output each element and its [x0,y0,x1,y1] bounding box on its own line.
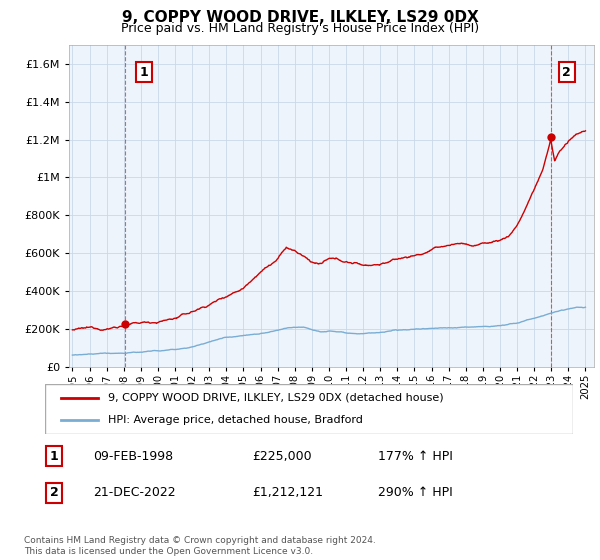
Text: 177% ↑ HPI: 177% ↑ HPI [378,450,453,463]
Text: £225,000: £225,000 [252,450,311,463]
Text: 1: 1 [50,450,58,463]
Text: 21-DEC-2022: 21-DEC-2022 [93,486,176,500]
Text: 290% ↑ HPI: 290% ↑ HPI [378,486,453,500]
Text: 2: 2 [562,66,571,78]
Text: Price paid vs. HM Land Registry's House Price Index (HPI): Price paid vs. HM Land Registry's House … [121,22,479,35]
Text: 2: 2 [50,486,58,500]
Text: Contains HM Land Registry data © Crown copyright and database right 2024.
This d: Contains HM Land Registry data © Crown c… [24,536,376,556]
Text: 1: 1 [140,66,149,78]
Text: 09-FEB-1998: 09-FEB-1998 [93,450,173,463]
Text: £1,212,121: £1,212,121 [252,486,323,500]
Text: 9, COPPY WOOD DRIVE, ILKLEY, LS29 0DX (detached house): 9, COPPY WOOD DRIVE, ILKLEY, LS29 0DX (d… [109,393,444,403]
Text: 9, COPPY WOOD DRIVE, ILKLEY, LS29 0DX: 9, COPPY WOOD DRIVE, ILKLEY, LS29 0DX [122,10,478,25]
Text: HPI: Average price, detached house, Bradford: HPI: Average price, detached house, Brad… [109,415,363,425]
